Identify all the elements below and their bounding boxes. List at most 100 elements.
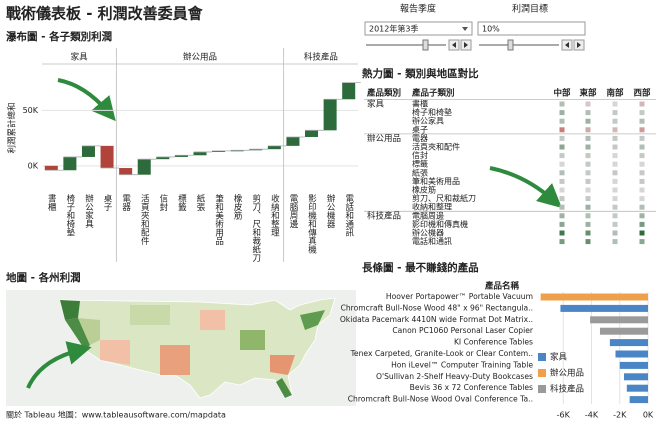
column-label: 南部	[606, 88, 624, 99]
state-region	[60, 300, 80, 320]
x-tick-label: 電腦周邊	[288, 194, 298, 229]
header-label: 產品子類別	[411, 88, 455, 99]
legend-swatch	[538, 385, 546, 393]
waterfall-bar	[212, 150, 226, 152]
row-label: 影印機和傳真機	[412, 219, 468, 229]
heat-cell	[612, 187, 618, 193]
state-region	[78, 318, 100, 345]
y-tick-label: 50K	[23, 106, 39, 115]
y-tick-label: Chromcraft Bull-Nose Wood Oval Conferenc…	[348, 395, 533, 404]
bar	[599, 327, 648, 335]
dropdown-arrow	[462, 27, 468, 31]
x-tick-label: -6K	[557, 411, 571, 420]
dashboard-title: 戰術儀表板 - 利潤改善委員會	[6, 5, 204, 23]
slider-handle[interactable]	[507, 39, 514, 51]
y-tick-label: O'Sullivan 2-Shelf Heavy-Duty Bookcases	[376, 372, 533, 381]
heat-cell	[559, 230, 565, 236]
y-tick-label: Tenex Carpeted, Granite-Look or Clear Co…	[350, 349, 533, 358]
waterfall-bar	[119, 168, 133, 175]
control-label: 報告季度	[400, 3, 436, 15]
heat-cell	[559, 144, 565, 150]
heat-cell	[559, 213, 565, 219]
bar	[609, 339, 648, 347]
heat-cell	[639, 118, 645, 124]
x-tick-label: 書櫃	[46, 193, 56, 212]
y-tick-label: Bevis 36 x 72 Conference Tables	[410, 383, 533, 392]
waterfall-bar	[305, 130, 319, 137]
row-label: 收納和整理	[412, 202, 452, 212]
bar	[590, 316, 648, 324]
legend-label: 家具	[550, 352, 568, 363]
x-tick-label: 椅子和椅墊	[65, 193, 75, 236]
row-group-label: 辦公用品	[367, 133, 401, 144]
heat-cell	[559, 187, 565, 193]
x-tick-label: 紙張	[195, 193, 205, 212]
x-tick-label: 電話和通訊	[344, 194, 354, 237]
group-label: 家具	[71, 52, 89, 63]
slider-handle[interactable]	[422, 39, 429, 51]
heat-cell	[559, 153, 565, 159]
state-region	[300, 310, 325, 330]
heat-cell	[612, 170, 618, 176]
column-label: 東部	[579, 88, 597, 99]
input-box[interactable]	[477, 21, 586, 36]
heat-cell	[612, 230, 618, 236]
x-tick-label: 影印機和傳真機	[307, 193, 317, 254]
waterfall-bar	[323, 99, 337, 131]
y-tick-label: Okidata Pacemark 4410N wide Format Dot M…	[340, 315, 533, 324]
heat-cell	[612, 221, 618, 227]
x-tick-label: 活頁夾和配件	[139, 193, 149, 246]
x-tick-label: 辦公機器	[325, 193, 335, 229]
heat-cell	[639, 127, 645, 133]
heat-cell	[612, 101, 618, 107]
heat-cell	[559, 127, 565, 133]
control-value: 2012年第3季	[369, 24, 418, 34]
dropdown[interactable]	[364, 21, 473, 36]
waterfall-bar	[81, 145, 95, 157]
section-title: 長條圖 - 最不賺錢的產品	[362, 261, 479, 274]
heat-cell	[639, 170, 645, 176]
waterfall-bar	[137, 159, 151, 175]
quarter-control[interactable]: 報告季度 2012年第3季	[364, 3, 473, 51]
heat-cell	[559, 118, 565, 124]
state-region	[200, 310, 225, 330]
heat-cell	[612, 178, 618, 184]
section-title: 地圖 - 各州利潤	[6, 271, 81, 284]
row-label: 筆和美術用品	[412, 176, 460, 186]
legend-swatch	[538, 353, 546, 361]
heat-cell	[585, 135, 591, 141]
section-title: 瀑布圖 - 各子類別利潤	[6, 30, 112, 43]
target-control[interactable]: 利潤目標 10%	[477, 3, 586, 51]
heat-cell	[639, 178, 645, 184]
heat-cell	[559, 161, 565, 167]
heat-cell	[585, 118, 591, 124]
x-tick-label: 0K	[643, 411, 654, 420]
x-tick-label: 標籤	[176, 193, 186, 212]
heat-cell	[585, 196, 591, 202]
control-label: 利潤目標	[512, 3, 548, 15]
heat-cell	[612, 213, 618, 219]
guide-arrow	[489, 166, 562, 208]
bar	[619, 361, 648, 369]
heat-cell	[639, 204, 645, 210]
row-label: 橡皮筋	[412, 185, 436, 195]
row-label: 剪刀、尺和裁紙刀	[412, 193, 476, 203]
step-arrows	[565, 42, 581, 48]
heat-cell	[612, 196, 618, 202]
heat-cell	[559, 178, 565, 184]
heat-cell	[559, 239, 565, 245]
bar	[615, 350, 648, 358]
heat-cell	[559, 170, 565, 176]
bar	[629, 396, 648, 404]
legend-label: 辦公用品	[550, 368, 584, 379]
legend-swatch	[538, 369, 546, 377]
row-label: 辦公機器	[412, 228, 444, 238]
group-label: 辦公用品	[183, 52, 217, 63]
heat-cell	[585, 187, 591, 193]
heat-cell	[612, 239, 618, 245]
heat-cell	[585, 153, 591, 159]
bar	[623, 373, 648, 381]
waterfall-bar	[156, 156, 170, 160]
heat-cell	[639, 153, 645, 159]
state-region	[276, 378, 292, 398]
